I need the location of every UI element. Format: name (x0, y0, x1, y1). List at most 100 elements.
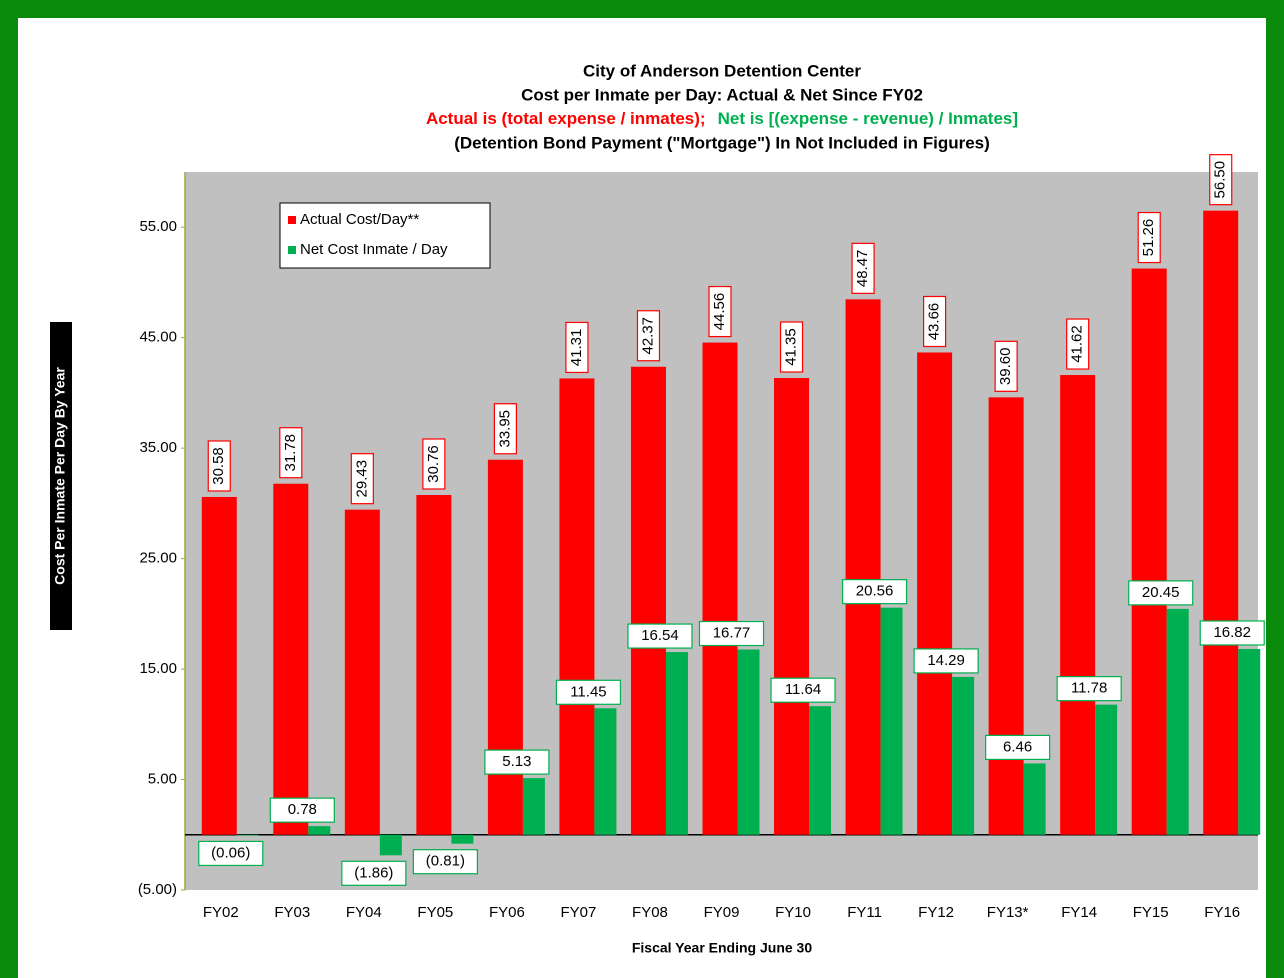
x-tick-label: FY12 (918, 904, 954, 921)
data-label: 20.56 (856, 583, 894, 600)
y-tick-label: 5.00 (148, 771, 177, 788)
y-axis-title-background (50, 322, 72, 630)
y-axis-title: Cost Per Inmate Per Day By Year (52, 367, 68, 585)
bar (1060, 375, 1096, 835)
data-label-box (922, 295, 947, 348)
subtitle-actual: Actual is (total expense / inmates); (426, 109, 706, 128)
x-axis-title: Fiscal Year Ending June 30 (632, 940, 812, 956)
data-label: 0.78 (288, 801, 317, 818)
bar (236, 834, 259, 836)
data-label-box (841, 579, 908, 605)
data-label-box (269, 797, 335, 823)
data-label: 16.54 (641, 627, 679, 644)
data-label-box (1056, 676, 1122, 702)
data-label-box (698, 620, 765, 647)
data-label: 44.56 (711, 293, 728, 331)
data-label-box (1137, 211, 1161, 264)
bar (952, 676, 975, 835)
bar (1131, 268, 1167, 835)
x-tick-label: FY15 (1133, 904, 1169, 921)
x-tick-label: FY10 (775, 904, 811, 921)
bar (845, 299, 881, 835)
bar (1095, 704, 1118, 835)
x-tick-label: FY04 (346, 904, 382, 921)
data-label-box (1199, 620, 1265, 646)
data-label: 5.13 (502, 753, 531, 770)
data-label: 16.82 (1213, 624, 1251, 641)
bar (737, 649, 760, 835)
data-label-box (412, 849, 478, 875)
bar (774, 378, 810, 835)
chart-subtitle: Cost per Inmate per Day: Actual & Net Si… (521, 85, 923, 104)
y-tick-label: (5.00) (138, 881, 177, 898)
legend-swatch (288, 246, 296, 254)
y-tick-label: 15.00 (139, 660, 177, 677)
data-label: 41.62 (1069, 325, 1086, 363)
bar (1166, 608, 1189, 835)
x-tick-label: FY08 (632, 904, 668, 921)
x-tick-label: FY07 (561, 904, 597, 921)
data-label-box (279, 427, 303, 479)
data-label-box (341, 860, 407, 886)
x-tick-label: FY05 (417, 904, 453, 921)
bar (451, 834, 474, 844)
data-label: 56.50 (1212, 161, 1229, 199)
bar (1238, 648, 1261, 835)
data-label: (0.81) (426, 853, 465, 870)
bar (559, 378, 595, 835)
data-label: 11.78 (1071, 680, 1107, 697)
bar (379, 834, 402, 856)
x-tick-label: FY06 (489, 904, 525, 921)
data-label-box (851, 242, 875, 294)
data-label-box (770, 677, 836, 703)
x-tick-label: FY09 (704, 904, 740, 921)
bar (988, 397, 1024, 835)
data-label: 41.31 (568, 329, 585, 367)
y-tick-label: 45.00 (139, 329, 177, 346)
data-label-box (627, 623, 693, 649)
bar (702, 342, 738, 835)
bar (809, 706, 832, 835)
legend-swatch (288, 216, 296, 224)
bar (665, 652, 688, 835)
data-label: 41.35 (783, 328, 800, 366)
chart-note: (Detention Bond Payment ("Mortgage") In … (454, 133, 990, 152)
bar (416, 494, 452, 835)
data-label: 39.60 (997, 348, 1014, 386)
bar (594, 708, 617, 835)
bar (308, 826, 331, 835)
data-label-box (207, 440, 231, 492)
data-label-box (555, 679, 622, 705)
data-label: (0.06) (211, 844, 250, 861)
bar (1203, 210, 1239, 835)
data-label: 11.64 (785, 681, 821, 698)
subtitle-line: Actual is (total expense / inmates); Net … (426, 109, 1018, 128)
y-tick-label: 25.00 (139, 550, 177, 567)
x-tick-label: FY02 (203, 904, 239, 921)
data-label: 48.47 (854, 250, 871, 288)
data-label-box (994, 340, 1018, 392)
data-label-box (779, 321, 804, 373)
data-label-box (484, 749, 550, 775)
x-tick-label: FY03 (274, 904, 310, 921)
legend-label: Net Cost Inmate / Day (300, 241, 448, 258)
data-label-box (198, 840, 264, 867)
bar (630, 366, 666, 835)
chart-title: City of Anderson Detention Center (583, 61, 861, 80)
data-label-box (350, 453, 374, 505)
bar (1023, 763, 1046, 835)
data-label: 29.43 (353, 460, 370, 498)
data-label-box (1128, 580, 1194, 606)
data-label: (1.86) (354, 864, 393, 881)
bar (273, 483, 309, 835)
data-label: 11.45 (570, 683, 606, 700)
x-tick-label: FY13* (987, 904, 1029, 921)
bar (344, 509, 380, 835)
data-label: 30.58 (210, 447, 227, 485)
bar (201, 496, 237, 835)
data-label-box (422, 438, 446, 490)
data-label-box (1209, 154, 1233, 206)
data-label: 14.29 (927, 652, 965, 669)
